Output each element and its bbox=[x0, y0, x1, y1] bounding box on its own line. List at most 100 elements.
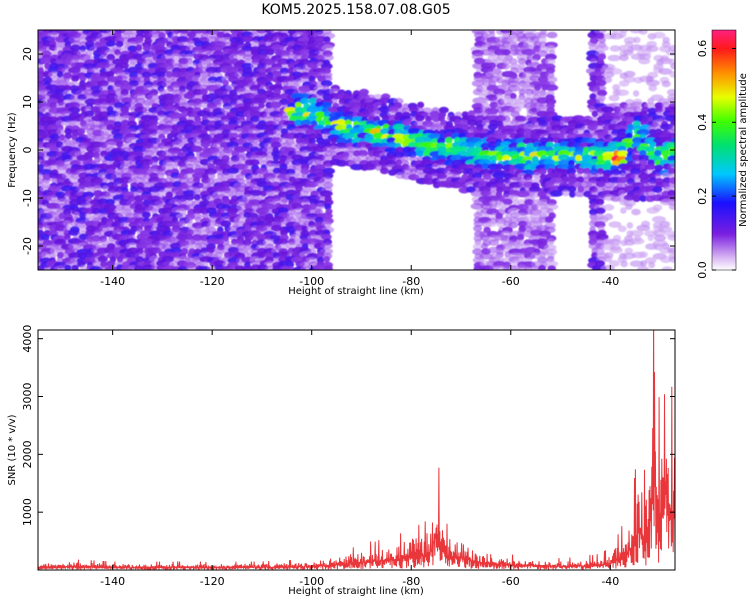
heatmap-cell bbox=[271, 224, 282, 232]
snr-x-tick-label: -120 bbox=[200, 575, 225, 588]
heatmap-cell bbox=[69, 44, 81, 52]
heatmap-cell bbox=[315, 180, 325, 188]
heatmap-cell bbox=[531, 204, 539, 211]
heatmap-cell bbox=[661, 266, 673, 270]
heatmap-cell bbox=[323, 265, 333, 270]
heatmap-cell bbox=[547, 265, 556, 270]
heatmap-cell bbox=[593, 141, 607, 149]
heatmap-cell bbox=[313, 264, 325, 270]
heatmap-cell bbox=[652, 186, 663, 193]
heatmap-cell bbox=[379, 167, 389, 175]
heatmap-x-label: Height of straight line (km) bbox=[288, 286, 424, 297]
heatmap-cell bbox=[278, 238, 289, 245]
heatmap-cell bbox=[586, 180, 600, 188]
heatmap-cell bbox=[537, 256, 549, 264]
heatmap-cell bbox=[53, 265, 68, 270]
heatmap-cell bbox=[523, 30, 537, 34]
heatmap-cell bbox=[272, 70, 282, 78]
heatmap-cell bbox=[294, 119, 303, 127]
heatmap-cell bbox=[323, 255, 331, 263]
heatmap-cell bbox=[77, 128, 86, 135]
heatmap-cell bbox=[327, 106, 340, 114]
heatmap-cell bbox=[646, 45, 659, 52]
heatmap-cell bbox=[659, 136, 673, 144]
heatmap-cell bbox=[409, 106, 420, 113]
heatmap-cell bbox=[105, 40, 116, 47]
heatmap-cell bbox=[280, 265, 291, 270]
heatmap-cell bbox=[550, 177, 564, 184]
heatmap-cell bbox=[509, 58, 518, 65]
heatmap-cell bbox=[467, 141, 475, 149]
heatmap-cell bbox=[623, 194, 635, 201]
heatmap-cell bbox=[101, 238, 109, 246]
heatmap-cell bbox=[64, 61, 72, 69]
heatmap-cell bbox=[178, 177, 190, 184]
heatmap-cell bbox=[320, 176, 333, 184]
heatmap-cell bbox=[133, 265, 145, 270]
heatmap-cell bbox=[212, 45, 224, 52]
heatmap-cell bbox=[185, 233, 194, 241]
heatmap-cell bbox=[415, 114, 425, 122]
heatmap-cell bbox=[293, 79, 302, 87]
heatmap-cell bbox=[48, 252, 57, 260]
heatmap-cell bbox=[295, 137, 303, 144]
heatmap-cell bbox=[617, 176, 629, 184]
heatmap-cell bbox=[517, 35, 529, 43]
heatmap-cell bbox=[227, 207, 238, 215]
heatmap-cell bbox=[509, 36, 520, 43]
heatmap-cell bbox=[132, 145, 146, 153]
heatmap-cell bbox=[488, 31, 496, 38]
heatmap-cell bbox=[320, 212, 333, 220]
heatmap-cell bbox=[141, 54, 154, 61]
heatmap-cell bbox=[56, 256, 64, 263]
heatmap-cell bbox=[653, 243, 663, 251]
heatmap-cell bbox=[611, 168, 621, 176]
heatmap-cell bbox=[496, 77, 504, 84]
heatmap-cell bbox=[670, 62, 675, 70]
snr-y-tick-label: 4000 bbox=[21, 325, 34, 353]
heatmap-cell bbox=[156, 172, 165, 179]
heatmap-cell bbox=[502, 63, 510, 70]
heatmap-cell bbox=[620, 207, 627, 214]
snr-x-ticks: -140 -120 -100 -80 -60 -40 bbox=[100, 330, 619, 588]
heatmap-cell bbox=[320, 233, 332, 241]
heatmap-cell bbox=[636, 224, 651, 232]
heatmap-cell bbox=[320, 75, 333, 82]
heatmap-cell bbox=[97, 80, 109, 87]
heatmap-cell bbox=[449, 181, 463, 189]
heatmap-cell bbox=[558, 133, 570, 141]
heatmap-cell bbox=[146, 93, 160, 101]
heatmap-cell bbox=[489, 101, 499, 109]
heatmap-cell bbox=[163, 98, 177, 105]
heatmap-cell bbox=[83, 251, 95, 259]
heatmap-cell bbox=[630, 168, 642, 175]
heatmap-x-tick-label: -120 bbox=[200, 275, 225, 288]
heatmap-cell bbox=[170, 53, 181, 60]
heatmap-cell bbox=[665, 49, 675, 56]
heatmap-cell bbox=[422, 150, 432, 158]
heatmap-cell bbox=[46, 150, 60, 158]
heatmap-cell bbox=[250, 40, 260, 47]
heatmap-cell bbox=[247, 136, 261, 144]
heatmap-cell bbox=[185, 167, 195, 175]
heatmap-cell bbox=[392, 133, 407, 141]
heatmap-cell bbox=[489, 185, 497, 193]
heatmap-cell bbox=[646, 146, 655, 153]
heatmap-cell bbox=[249, 159, 260, 166]
heatmap-cell bbox=[619, 54, 629, 61]
snr-y-tick-label: 3000 bbox=[21, 383, 34, 411]
heatmap-cell bbox=[654, 173, 662, 180]
heatmap-cell bbox=[49, 247, 57, 255]
heatmap-cell bbox=[38, 265, 45, 270]
heatmap-cell bbox=[402, 167, 413, 175]
heatmap-cell bbox=[459, 145, 467, 153]
heatmap-cell bbox=[258, 102, 265, 109]
heatmap-cell bbox=[612, 84, 621, 91]
heatmap-cell bbox=[149, 75, 160, 82]
heatmap-cell bbox=[632, 90, 640, 97]
heatmap-cell bbox=[320, 242, 333, 250]
heatmap-cell bbox=[148, 119, 159, 127]
heatmap-cell bbox=[280, 186, 288, 193]
colorbar: 0.0 0.2 0.4 0.6 Normalized spectral amplitu… bbox=[696, 29, 749, 279]
heatmap-cell bbox=[544, 84, 559, 91]
